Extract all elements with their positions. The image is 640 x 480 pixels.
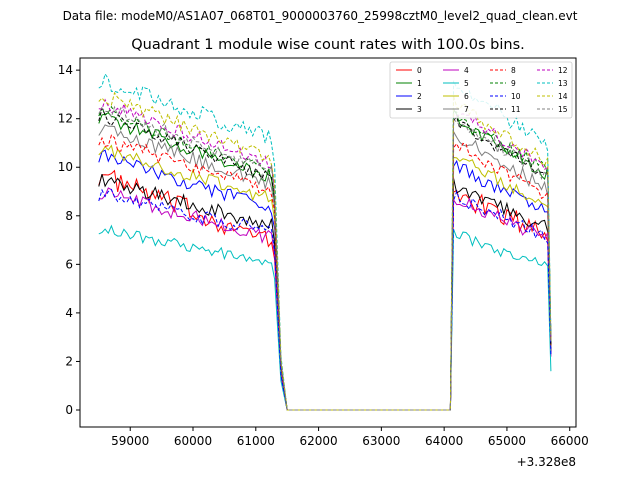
y-axis: 0 2 4 6 8 10 12 14	[58, 63, 80, 417]
legend-label-10: 10	[511, 92, 521, 101]
series-line-8	[98, 134, 552, 411]
series-line-5	[98, 224, 552, 411]
series-line-10	[98, 188, 552, 411]
series-line-6	[98, 144, 552, 411]
y-tick-label: 2	[65, 354, 73, 368]
series-line-4	[98, 187, 552, 411]
legend-label-6: 6	[464, 92, 469, 101]
y-tick-label: 6	[65, 257, 73, 271]
x-tick-label: 65000	[488, 434, 526, 448]
legend-label-14: 14	[558, 92, 568, 101]
legend-label-4: 4	[464, 66, 469, 75]
y-tick-label: 8	[65, 209, 73, 223]
x-tick-label: 66000	[551, 434, 589, 448]
legend-label-0: 0	[417, 66, 422, 75]
series-line-0	[98, 169, 552, 411]
x-offset-label: +3.328e8	[517, 455, 576, 469]
y-tick-label: 12	[58, 112, 73, 126]
series-line-11	[98, 106, 552, 411]
x-tick-label: 64000	[425, 434, 463, 448]
legend-label-7: 7	[464, 105, 469, 114]
series-layer	[98, 72, 552, 411]
x-tick-label: 63000	[362, 434, 400, 448]
legend-label-11: 11	[511, 105, 521, 114]
legend-label-3: 3	[417, 105, 422, 114]
series-line-9	[98, 105, 552, 411]
legend-label-15: 15	[558, 105, 568, 114]
series-line-12	[98, 98, 552, 411]
series-line-15	[98, 105, 552, 411]
plot-frame	[79, 57, 577, 428]
x-tick-label: 61000	[237, 434, 275, 448]
chart-suptitle: Data file: modeM0/AS1A07_068T01_90000037…	[63, 9, 578, 23]
legend-label-2: 2	[417, 92, 422, 101]
legend-label-9: 9	[511, 79, 516, 88]
x-tick-label: 62000	[299, 434, 337, 448]
legend-label-8: 8	[511, 66, 516, 75]
legend-box	[389, 61, 573, 119]
chart-title: Quadrant 1 module wise count rates with …	[131, 37, 525, 53]
y-tick-label: 4	[65, 306, 73, 320]
series-line-7	[98, 124, 552, 411]
series-line-14	[98, 91, 552, 411]
legend-label-12: 12	[558, 66, 568, 75]
legend-label-5: 5	[464, 79, 469, 88]
x-tick-label: 60000	[174, 434, 212, 448]
y-tick-label: 10	[58, 160, 73, 174]
series-line-3	[98, 173, 552, 411]
plot-area	[79, 57, 577, 428]
x-axis: 59000 60000 61000 62000 63000 64000 65000 66000	[111, 427, 589, 448]
y-tick-label: 0	[65, 403, 73, 417]
legend-label-13: 13	[558, 79, 568, 88]
y-tick-label: 14	[58, 63, 73, 77]
series-line-2	[98, 149, 552, 411]
x-tick-label: 59000	[111, 434, 149, 448]
legend-label-1: 1	[417, 79, 422, 88]
